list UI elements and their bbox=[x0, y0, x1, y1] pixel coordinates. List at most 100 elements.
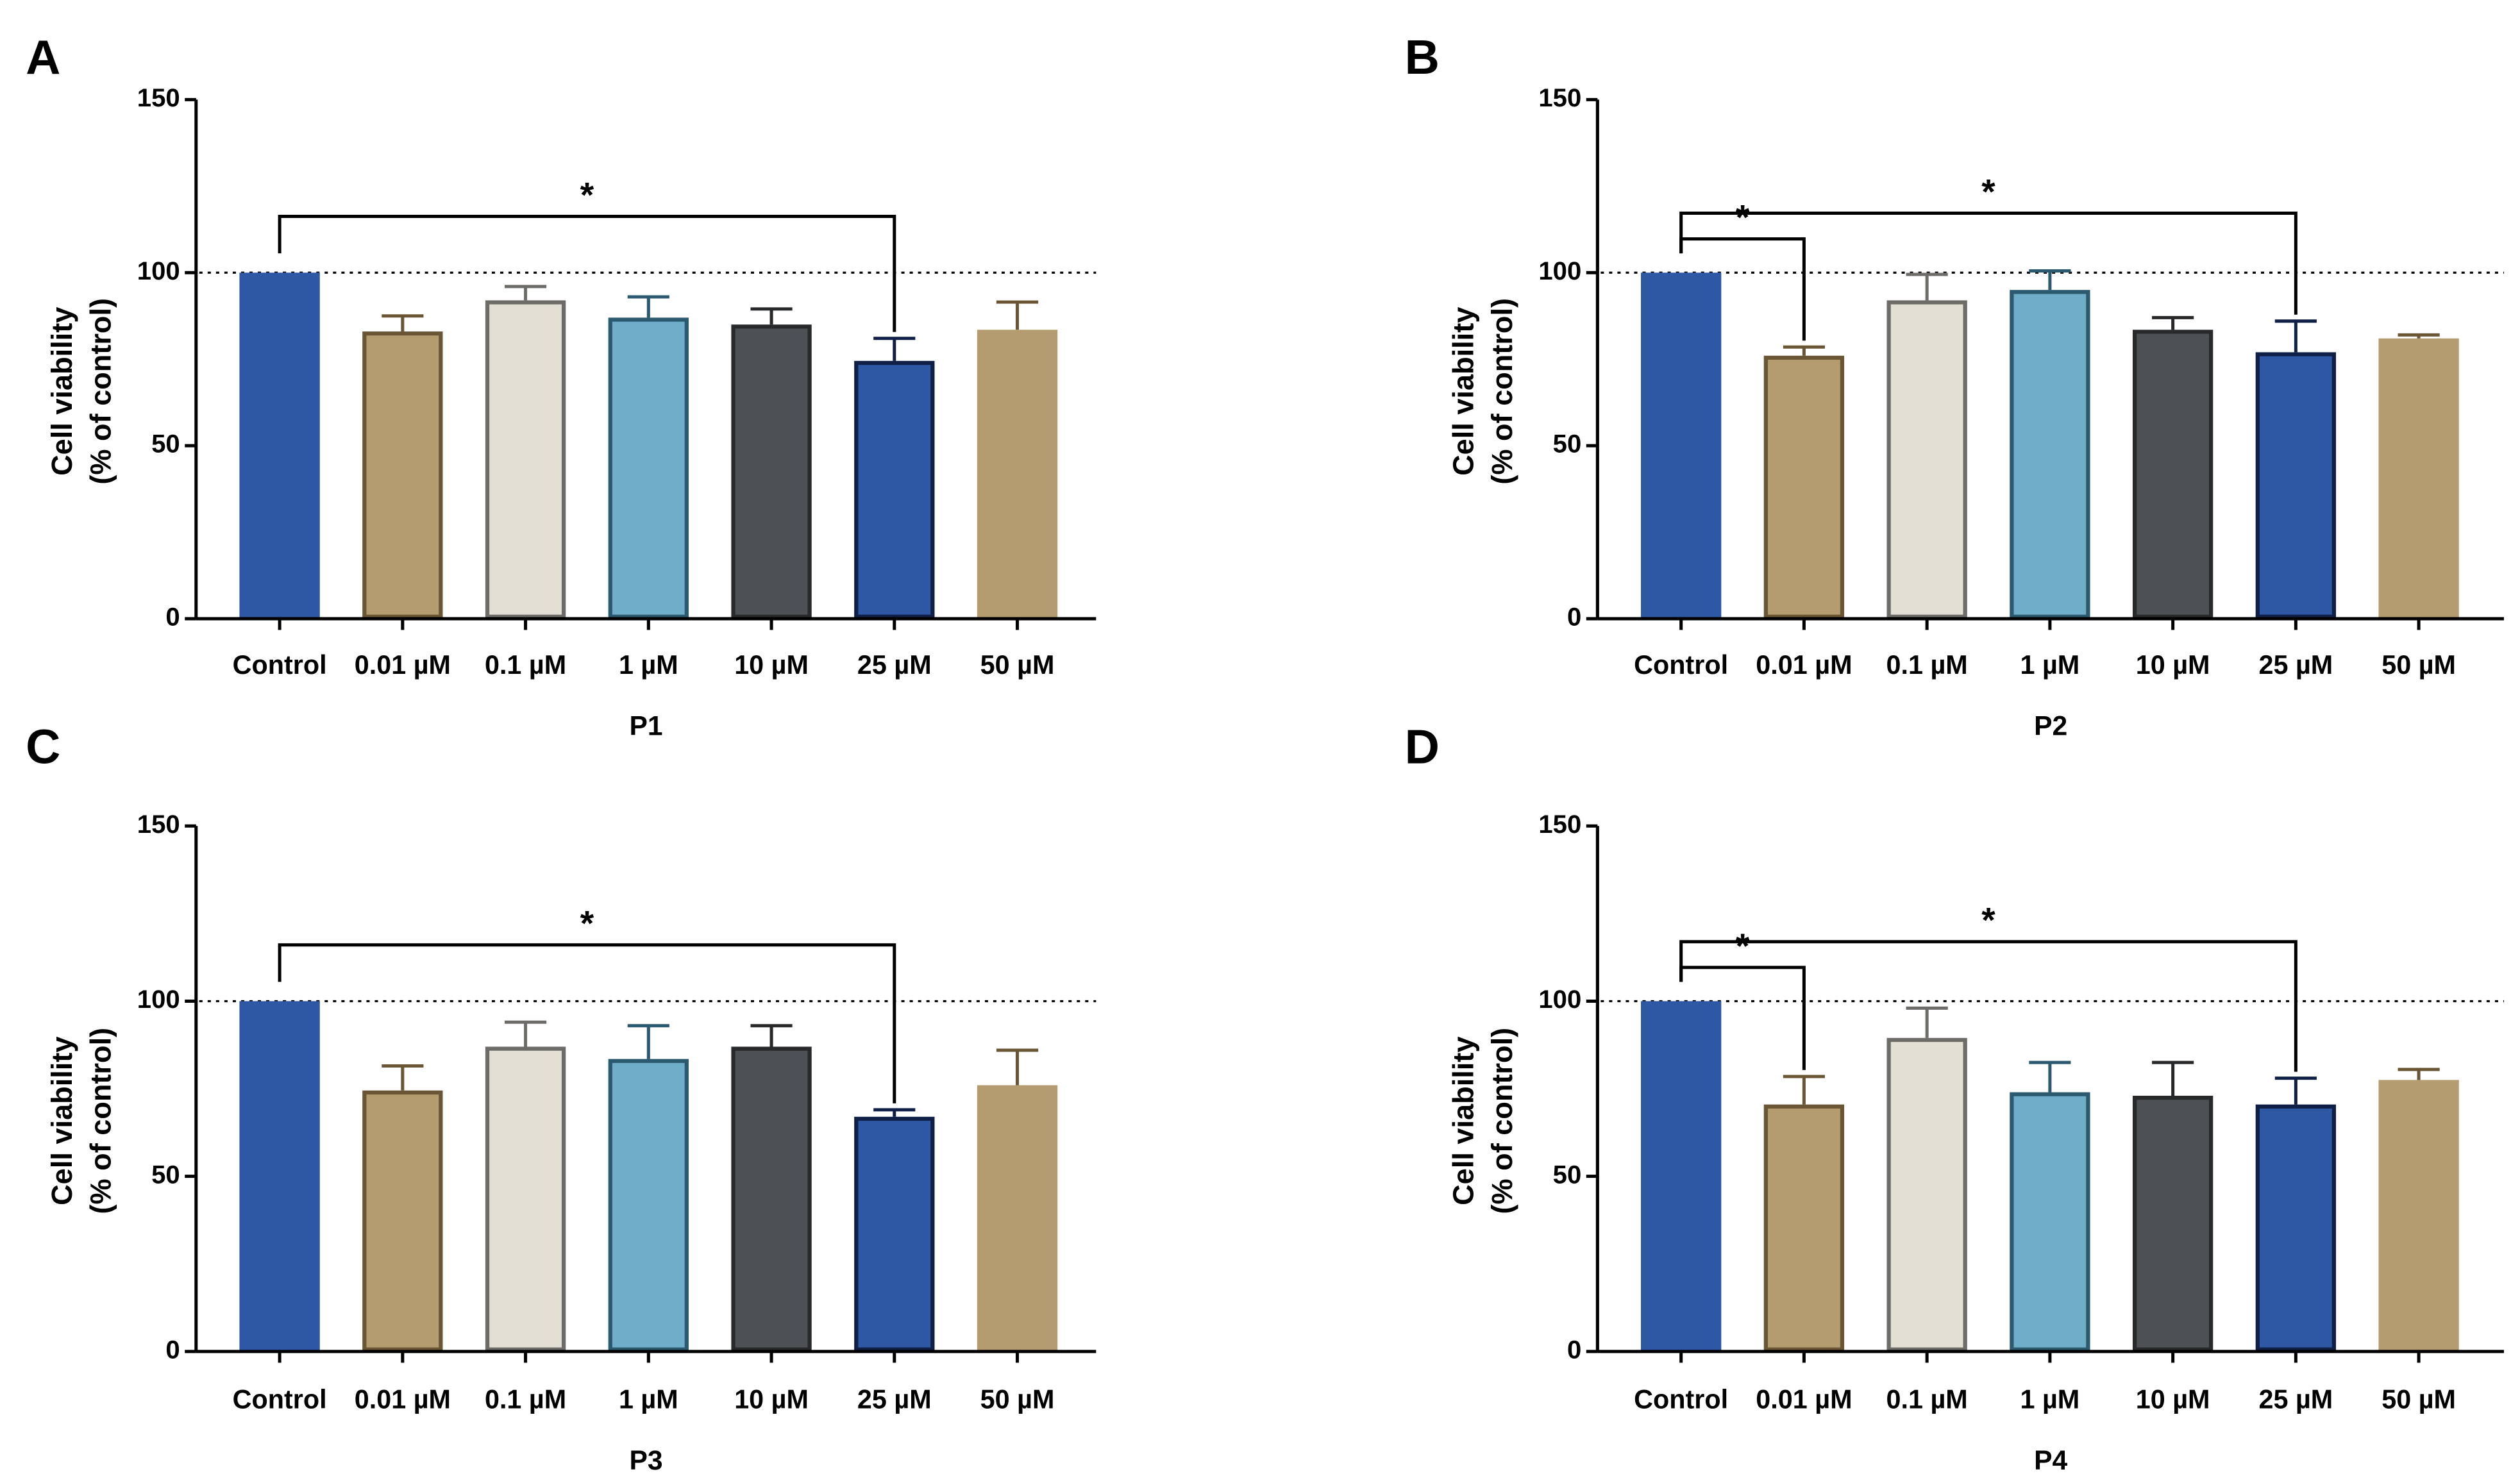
bar bbox=[2378, 338, 2459, 619]
panel-label: A bbox=[26, 30, 60, 84]
x-axis-label: P2 bbox=[2034, 711, 2067, 742]
panel-label: D bbox=[1405, 719, 1440, 773]
x-tick-label: 0.1 µM bbox=[1886, 650, 1968, 680]
bar bbox=[731, 1046, 812, 1352]
bar bbox=[2378, 1080, 2459, 1352]
significance-marker: * bbox=[1981, 900, 1995, 940]
bar bbox=[485, 300, 566, 619]
x-tick-label: Control bbox=[233, 1384, 327, 1414]
x-tick-label: Control bbox=[1634, 650, 1728, 680]
significance-bracket bbox=[1679, 212, 2297, 315]
y-tick-label: 150 bbox=[1538, 810, 1581, 839]
significance-bracket bbox=[1679, 940, 2297, 1072]
y-tick-label: 150 bbox=[1538, 84, 1581, 112]
x-tick-label: 50 µM bbox=[2381, 650, 2456, 680]
x-tick-label: 0.1 µM bbox=[485, 650, 566, 680]
x-tick-label: 50 µM bbox=[980, 650, 1055, 680]
x-axis-label: P1 bbox=[630, 711, 663, 742]
bar bbox=[2255, 1104, 2337, 1352]
y-tick-label: 0 bbox=[1567, 1336, 1581, 1364]
x-tick-label: 0.01 µM bbox=[355, 1384, 451, 1414]
bar bbox=[2010, 1092, 2090, 1352]
significance-marker: * bbox=[580, 174, 594, 214]
x-axis-label: P4 bbox=[2034, 1445, 2067, 1476]
bar bbox=[1886, 1037, 1967, 1352]
x-tick-label: 0.01 µM bbox=[355, 650, 451, 680]
x-axis-label: P3 bbox=[630, 1445, 663, 1476]
bar bbox=[239, 1001, 320, 1352]
panel-d: D 0 50 100 150 Control 0.01 µM 0.1 µM 1 µM 10 µM 2… bbox=[1405, 719, 2504, 1476]
panel-b: B 0 50 100 150 Control 0.01 µM 0.1 µM 1 µM 10 µM 2… bbox=[1405, 30, 2504, 742]
panel-label: B bbox=[1405, 30, 1440, 84]
y-axis-label: (% of control) bbox=[1486, 1028, 1518, 1214]
x-tick-label: 50 µM bbox=[980, 1384, 1055, 1414]
y-tick-label: 150 bbox=[137, 810, 180, 839]
x-tick-label: 0.1 µM bbox=[1886, 1384, 1968, 1414]
y-axis-label: Cell viability bbox=[1447, 1037, 1480, 1205]
bar bbox=[1763, 1104, 1845, 1352]
x-tick-label: 25 µM bbox=[857, 650, 932, 680]
y-axis-label: Cell viability bbox=[46, 307, 78, 476]
bar bbox=[2132, 330, 2213, 619]
bar bbox=[854, 360, 935, 619]
x-tick-label: 1 µM bbox=[2020, 650, 2080, 680]
panel-c: C 0 50 100 150 Control 0.01 µM 0.1 µM 1 µM 10 µM 2… bbox=[26, 719, 1096, 1476]
significance-bracket bbox=[278, 943, 896, 1103]
bar bbox=[608, 1059, 689, 1352]
y-tick-label: 100 bbox=[137, 985, 180, 1014]
significance-marker: * bbox=[580, 903, 594, 943]
x-tick-label: 25 µM bbox=[2258, 1384, 2333, 1414]
bar bbox=[362, 1090, 443, 1352]
bar bbox=[2255, 352, 2337, 619]
x-tick-label: Control bbox=[233, 650, 327, 680]
bar bbox=[239, 272, 320, 619]
y-axis-label: (% of control) bbox=[84, 298, 117, 485]
y-tick-label: 0 bbox=[165, 1336, 180, 1364]
x-tick-label: 10 µM bbox=[2136, 650, 2210, 680]
x-tick-label: Control bbox=[1634, 1384, 1728, 1414]
bar bbox=[977, 1085, 1058, 1352]
bar bbox=[608, 317, 689, 619]
x-tick-label: 1 µM bbox=[619, 1384, 678, 1414]
y-axis-label: Cell viability bbox=[1447, 307, 1480, 476]
bar bbox=[1641, 1001, 1722, 1352]
x-tick-label: 0.1 µM bbox=[485, 1384, 566, 1414]
panel-label: C bbox=[26, 719, 60, 773]
bar bbox=[854, 1116, 935, 1352]
panel-a: A 0 50 100 150 Control 0.01 µM 0.1 µM 1 µM 10 µM 2… bbox=[26, 30, 1096, 742]
bar bbox=[362, 331, 443, 619]
y-tick-label: 100 bbox=[1538, 257, 1581, 285]
x-tick-label: 50 µM bbox=[2381, 1384, 2456, 1414]
x-tick-label: 0.01 µM bbox=[1756, 1384, 1852, 1414]
bar bbox=[731, 324, 812, 619]
bar bbox=[485, 1046, 566, 1352]
y-axis-label: Cell viability bbox=[46, 1037, 78, 1205]
y-axis-label: (% of control) bbox=[84, 1028, 117, 1214]
x-tick-label: 10 µM bbox=[734, 1384, 809, 1414]
x-tick-label: 0.01 µM bbox=[1756, 650, 1852, 680]
y-axis-label: (% of control) bbox=[1486, 298, 1518, 485]
x-tick-label: 10 µM bbox=[734, 650, 809, 680]
y-tick-label: 50 bbox=[1553, 1160, 1582, 1189]
x-tick-label: 1 µM bbox=[619, 650, 678, 680]
significance-marker: * bbox=[1736, 197, 1750, 237]
y-tick-label: 0 bbox=[165, 603, 180, 632]
x-tick-label: 25 µM bbox=[2258, 650, 2333, 680]
y-tick-label: 100 bbox=[137, 257, 180, 285]
bar bbox=[1886, 300, 1967, 619]
y-tick-label: 150 bbox=[137, 84, 180, 112]
bar bbox=[1641, 272, 1722, 619]
bar bbox=[977, 330, 1058, 619]
y-tick-label: 50 bbox=[1553, 430, 1582, 458]
y-tick-label: 0 bbox=[1567, 603, 1581, 632]
y-tick-label: 50 bbox=[151, 430, 180, 458]
y-tick-label: 100 bbox=[1538, 985, 1581, 1014]
significance-marker: * bbox=[1981, 171, 1995, 211]
x-tick-label: 10 µM bbox=[2136, 1384, 2210, 1414]
x-tick-label: 25 µM bbox=[857, 1384, 932, 1414]
bar bbox=[1763, 355, 1845, 619]
bar bbox=[2132, 1095, 2213, 1352]
bar bbox=[2010, 290, 2090, 619]
y-tick-label: 50 bbox=[151, 1160, 180, 1189]
